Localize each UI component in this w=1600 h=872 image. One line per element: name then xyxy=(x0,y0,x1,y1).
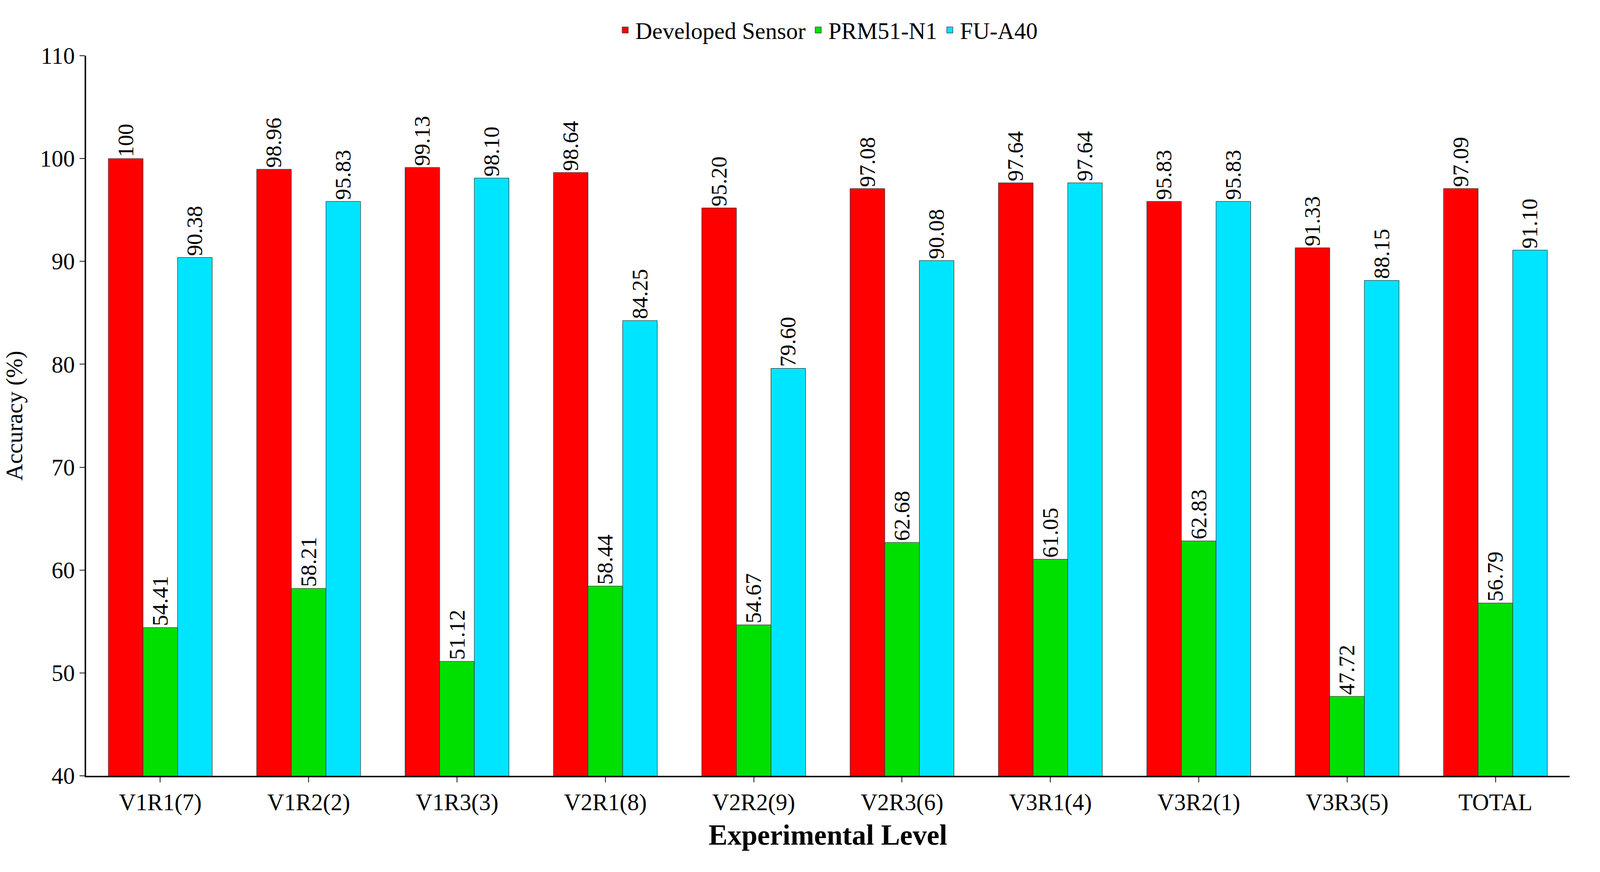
svg-text:97.09: 97.09 xyxy=(1448,136,1474,187)
svg-text:54.67: 54.67 xyxy=(741,573,767,624)
svg-text:V2R2(9): V2R2(9) xyxy=(712,789,796,816)
svg-text:Experimental Level: Experimental Level xyxy=(708,819,947,852)
svg-text:58.21: 58.21 xyxy=(296,537,322,588)
svg-text:50: 50 xyxy=(51,660,75,687)
svg-text:100: 100 xyxy=(40,145,75,172)
svg-text:V1R1(7): V1R1(7) xyxy=(119,789,203,816)
svg-text:95.83: 95.83 xyxy=(330,149,356,201)
svg-text:99.13: 99.13 xyxy=(409,116,435,167)
svg-text:98.96: 98.96 xyxy=(261,117,287,168)
svg-text:90: 90 xyxy=(51,248,75,275)
svg-text:90.08: 90.08 xyxy=(924,209,949,260)
svg-text:62.83: 62.83 xyxy=(1186,489,1212,540)
svg-text:95.20: 95.20 xyxy=(706,156,732,207)
svg-text:58.44: 58.44 xyxy=(592,534,618,585)
svg-text:90.38: 90.38 xyxy=(182,206,208,257)
svg-text:100: 100 xyxy=(113,123,139,158)
svg-text:97.64: 97.64 xyxy=(1072,131,1098,182)
svg-text:V3R2(1): V3R2(1) xyxy=(1157,789,1241,816)
svg-text:98.10: 98.10 xyxy=(479,126,505,177)
svg-text:91.33: 91.33 xyxy=(1300,196,1325,247)
svg-text:V3R3(5): V3R3(5) xyxy=(1305,789,1389,816)
svg-text:56.79: 56.79 xyxy=(1482,551,1508,602)
svg-text:97.08: 97.08 xyxy=(855,136,881,187)
svg-text:95.83: 95.83 xyxy=(1221,149,1246,201)
svg-text:95.83: 95.83 xyxy=(1151,149,1177,201)
svg-text:88.15: 88.15 xyxy=(1369,229,1395,280)
svg-text:110: 110 xyxy=(41,43,75,69)
svg-text:79.60: 79.60 xyxy=(775,317,801,368)
svg-text:47.72: 47.72 xyxy=(1334,644,1360,696)
svg-text:62.68: 62.68 xyxy=(889,490,915,542)
svg-text:V1R2(2): V1R2(2) xyxy=(267,789,351,816)
svg-text:PRM51-N1: PRM51-N1 xyxy=(828,18,938,45)
svg-text:98.64: 98.64 xyxy=(558,121,584,172)
svg-text:54.41: 54.41 xyxy=(147,576,173,627)
svg-text:Accuracy (%): Accuracy (%) xyxy=(1,351,28,482)
svg-text:84.25: 84.25 xyxy=(627,269,653,320)
svg-text:80: 80 xyxy=(51,352,75,378)
svg-text:TOTAL: TOTAL xyxy=(1458,789,1533,816)
svg-text:Developed Sensor: Developed Sensor xyxy=(635,18,806,45)
svg-text:V2R1(8): V2R1(8) xyxy=(563,789,647,816)
svg-text:70: 70 xyxy=(51,454,75,481)
svg-text:FU-A40: FU-A40 xyxy=(960,18,1038,45)
svg-text:40: 40 xyxy=(51,763,75,790)
svg-text:60: 60 xyxy=(51,557,75,584)
svg-text:V3R1(4): V3R1(4) xyxy=(1008,789,1092,816)
svg-text:51.12: 51.12 xyxy=(444,610,470,661)
svg-text:97.64: 97.64 xyxy=(1003,131,1028,182)
svg-text:61.05: 61.05 xyxy=(1038,507,1063,558)
svg-text:91.10: 91.10 xyxy=(1517,198,1543,249)
svg-text:V2R3(6): V2R3(6) xyxy=(860,789,944,816)
svg-text:V1R3(3): V1R3(3) xyxy=(415,789,499,816)
